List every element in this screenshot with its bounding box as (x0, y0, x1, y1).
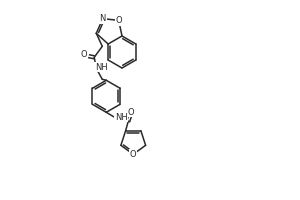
Text: O: O (81, 50, 88, 59)
Text: O: O (116, 16, 122, 25)
Text: NH: NH (95, 63, 108, 72)
Text: NH: NH (115, 113, 128, 122)
Text: O: O (128, 108, 135, 117)
Text: N: N (100, 14, 106, 23)
Text: O: O (130, 150, 136, 159)
